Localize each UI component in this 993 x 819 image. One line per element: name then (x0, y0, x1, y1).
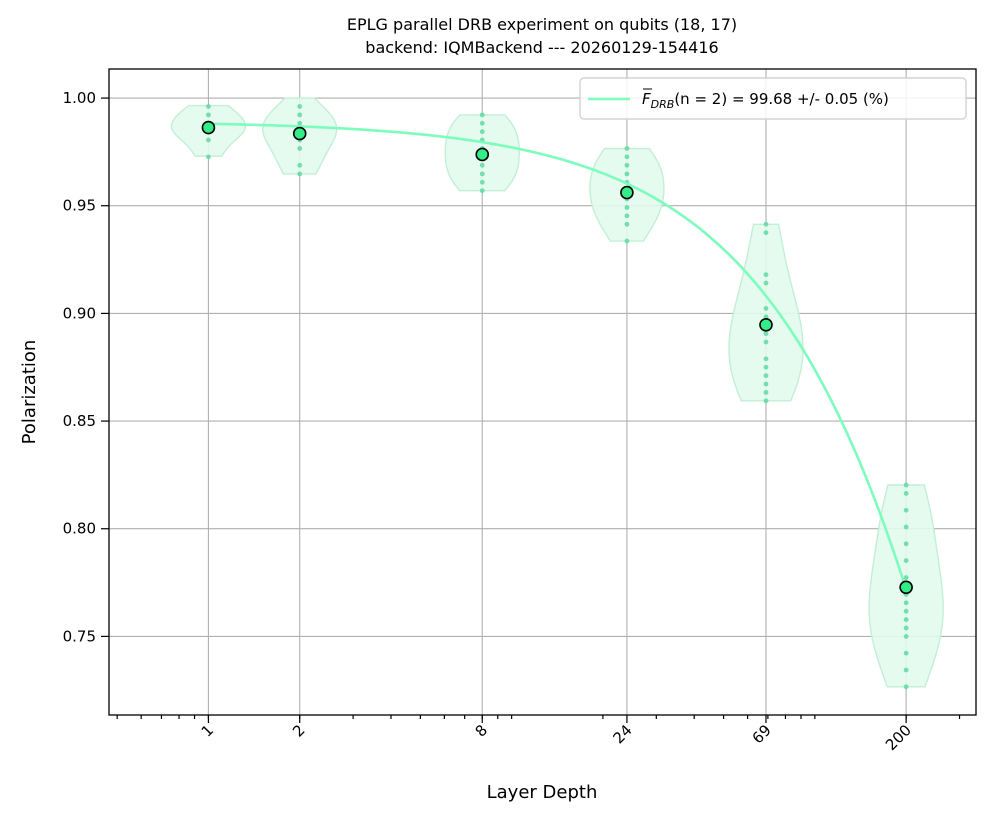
sample-dot (297, 120, 303, 126)
x-tick-label: 69 (749, 721, 775, 747)
sample-dot (624, 171, 630, 177)
sample-dot (903, 558, 909, 564)
y-tick-label: 1.00 (63, 89, 96, 107)
sample-dots (206, 104, 909, 690)
sample-dot (624, 238, 630, 244)
sample-dot (479, 188, 485, 194)
sample-dot (297, 112, 303, 118)
sample-dot (763, 398, 769, 404)
violin (728, 223, 804, 402)
sample-dot (479, 129, 485, 135)
sample-dot (297, 162, 303, 168)
sample-dot (903, 650, 909, 656)
sample-dot (763, 381, 769, 387)
sample-dot (903, 608, 909, 614)
sample-dot (903, 617, 909, 623)
plot-frame (108, 68, 977, 716)
sample-dot (206, 112, 211, 118)
sample-dot (763, 314, 769, 320)
sample-dot (763, 306, 769, 311)
sample-dot (903, 491, 909, 496)
chart-title: EPLG parallel DRB experiment on qubits (… (347, 15, 737, 34)
legend-name-subscript: DRB (651, 98, 675, 111)
sample-dot (297, 104, 303, 109)
sample-dot (206, 154, 211, 160)
sample-dot (763, 390, 769, 395)
x-tick-label: 2 (289, 721, 308, 740)
legend-name-rest: (n = 2) = 99.68 +/- 0.05 (%) (674, 90, 889, 108)
x-tick-label: 1 (198, 721, 217, 740)
sample-dot (763, 364, 769, 370)
sample-dot (903, 684, 909, 690)
sample-dot (763, 339, 769, 345)
sample-dot (479, 171, 485, 177)
legend-label: FDRB(n = 2) = 99.68 +/- 0.05 (%) (642, 90, 889, 111)
sample-dot (763, 272, 769, 278)
sample-dot (903, 575, 909, 581)
sample-dot (624, 154, 630, 160)
sample-dot (479, 162, 485, 168)
y-axis-label: Polarization (19, 340, 40, 445)
x-axis-label: Layer Depth (487, 782, 598, 803)
sample-dot (763, 331, 769, 337)
sample-dot (297, 146, 303, 151)
legend-box (579, 77, 967, 120)
y-tick-label: 0.75 (63, 627, 96, 645)
sample-dot (624, 146, 630, 151)
mean-point (899, 580, 913, 595)
x-tick-label: 8 (472, 721, 491, 740)
sample-dot (763, 356, 769, 362)
sample-dot (763, 280, 769, 286)
sample-dot (479, 120, 485, 126)
x-axis-ticks: 1 2 8 24 69 200 (116, 715, 961, 754)
legend-name-prefix: F (642, 90, 651, 108)
sample-dot (479, 112, 485, 118)
y-tick-label: 0.90 (63, 304, 96, 322)
sample-dot (903, 600, 909, 606)
sample-dot (903, 524, 909, 530)
sample-dot (206, 104, 211, 109)
grid (109, 69, 976, 715)
sample-dot (624, 205, 630, 210)
sample-dot (903, 667, 909, 673)
sample-dot (763, 373, 769, 379)
sample-dot (903, 482, 909, 488)
mean-point (620, 185, 634, 200)
x-tick-label: 24 (610, 721, 636, 747)
y-tick-label: 0.80 (63, 520, 96, 538)
sample-dot (763, 221, 769, 227)
sample-dot (903, 541, 909, 547)
sample-dot (903, 625, 909, 631)
y-tick-label: 0.85 (63, 412, 96, 430)
y-axis-ticks: 0.75 0.80 0.85 0.90 0.95 1.00 (63, 89, 109, 645)
mean-point (292, 126, 307, 141)
fit-curve (208, 122, 908, 590)
mean-point (201, 120, 216, 135)
mean-markers (201, 120, 913, 595)
legend: FDRB(n = 2) = 99.68 +/- 0.05 (%) (579, 77, 967, 120)
sample-dot (763, 230, 769, 236)
sample-dot (206, 137, 211, 143)
mean-point (759, 318, 773, 332)
chart-subtitle: backend: IQMBackend --- 20260129-154416 (365, 38, 718, 57)
sample-dot (903, 507, 909, 513)
sample-dot (624, 162, 630, 168)
sample-dot (297, 171, 303, 177)
sample-dot (903, 634, 909, 639)
sample-dot (624, 221, 630, 227)
x-tick-label: 200 (882, 721, 915, 754)
y-tick-label: 0.95 (63, 197, 96, 215)
sample-dot (479, 179, 485, 185)
sample-dot (624, 213, 630, 219)
mean-point (475, 147, 490, 162)
